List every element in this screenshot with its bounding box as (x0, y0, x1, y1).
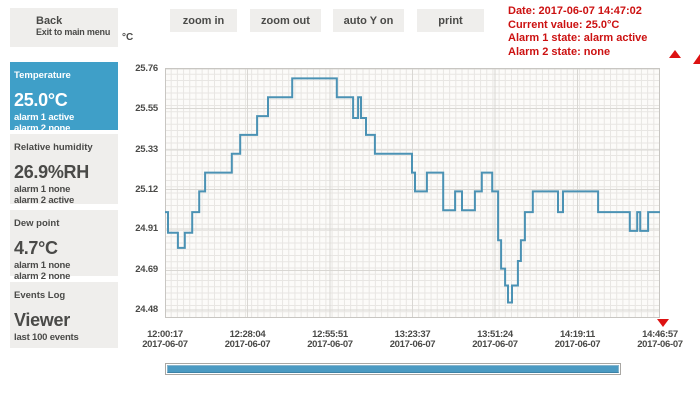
dewpoint-label: Dew point (14, 218, 60, 229)
x-tick-label: 13:51:24 2017-06-07 (455, 330, 535, 349)
x-tick-date: 2017-06-07 (637, 338, 683, 350)
x-tick-label: 12:28:04 2017-06-07 (208, 330, 288, 349)
x-tick-date: 2017-06-07 (224, 338, 271, 350)
events-log-label: Events Log (14, 290, 66, 301)
sidebar-panel-temperature[interactable]: Temperature 25.0°C alarm 1 active alarm … (10, 62, 118, 133)
back-label: Back (36, 15, 63, 27)
x-tick-date: 2017-06-07 (389, 338, 436, 350)
x-tick-label: 13:23:37 2017-06-07 (373, 330, 453, 349)
exit-to-main-menu-label: Exit to main menu (36, 27, 111, 37)
plot-border (165, 68, 660, 318)
temperature-alarm1-status: alarm 1 active (14, 112, 75, 123)
x-tick-label: 14:46:57 2017-06-07 (620, 330, 700, 349)
chart-plot[interactable] (165, 68, 660, 318)
status-block: Date: 2017-06-07 14:47:02 Current value:… (508, 5, 647, 59)
y-axis-unit-label: °C (122, 32, 134, 43)
x-tick-time: 14:19:11 (559, 329, 596, 340)
sidebar-panel-humidity[interactable]: Relative humidity 26.9%RH alarm 1 none a… (10, 134, 118, 206)
x-tick-time: 12:55:51 (312, 329, 348, 340)
screen-edge-marker-icon (693, 54, 700, 64)
status-alarm1-state: Alarm 1 state: alarm active (508, 32, 648, 44)
events-count-label: last 100 events (14, 332, 79, 343)
status-alarm2-state: Alarm 2 state: none (508, 45, 611, 58)
y-tick-label: 25.55 (135, 102, 158, 114)
humidity-value: 26.9%RH (14, 162, 89, 182)
x-tick-time: 13:23:37 (394, 329, 431, 340)
zoom-out-button[interactable]: zoom out (250, 9, 321, 32)
humidity-alarm1-status: alarm 1 none (14, 184, 71, 195)
zoom-in-button[interactable]: zoom in (170, 9, 237, 32)
back-button[interactable]: Back Exit to main menu (10, 8, 118, 47)
sidebar-panel-events-log[interactable]: Events Log Viewer last 100 events (10, 282, 118, 348)
x-tick-date: 2017-06-07 (472, 338, 518, 350)
x-tick-time: 14:46:57 (642, 329, 678, 340)
y-tick-label: 25.12 (135, 183, 158, 195)
auto-y-toggle-button[interactable]: auto Y on (333, 9, 404, 32)
dewpoint-value: 4.7°C (14, 238, 58, 258)
y-tick-label: 24.69 (135, 264, 158, 276)
temperature-alarm2-status: alarm 2 none (14, 122, 71, 134)
x-tick-time: 12:00:17 (147, 329, 183, 340)
chart-scrollbar-thumb[interactable] (167, 365, 619, 373)
x-tick-label: 12:00:17 2017-06-07 (125, 330, 205, 349)
dewpoint-alarm1-status: alarm 1 none (14, 260, 71, 271)
x-tick-time: 13:51:24 (477, 329, 513, 340)
humidity-alarm2-status: alarm 2 active (14, 194, 75, 206)
x-tick-date: 2017-06-07 (554, 338, 601, 350)
x-tick-time: 12:28:04 (229, 329, 266, 340)
status-date: Date: 2017-06-07 14:47:02 (508, 5, 642, 17)
chart-scrollbar[interactable] (165, 363, 621, 375)
y-tick-label: 25.76 (135, 63, 158, 74)
temperature-label: Temperature (14, 70, 71, 81)
temperature-series-line (165, 77, 660, 304)
humidity-label: Relative humidity (14, 142, 93, 153)
print-button[interactable]: print (417, 9, 484, 32)
y-tick-label: 24.48 (135, 304, 158, 315)
y-axis-labels: 25.76 25.55 25.33 25.12 24.91 24.69 24.48 (112, 0, 158, 360)
temperature-value: 25.0°C (14, 90, 68, 110)
y-tick-label: 25.33 (135, 143, 158, 155)
sidebar-panel-dewpoint[interactable]: Dew point 4.7°C alarm 1 none alarm 2 non… (10, 210, 118, 281)
x-tick-label: 12:55:51 2017-06-07 (290, 330, 370, 349)
alarm-upper-limit-icon[interactable] (669, 50, 681, 58)
x-tick-date: 2017-06-07 (307, 338, 353, 350)
y-tick-label: 24.91 (135, 223, 158, 235)
status-current-value: Current value: 25.0°C (508, 18, 620, 31)
dewpoint-alarm2-status: alarm 2 none (14, 270, 71, 282)
x-tick-label: 14:19:11 2017-06-07 (538, 330, 618, 349)
events-viewer-link[interactable]: Viewer (14, 310, 70, 330)
x-tick-date: 2017-06-07 (142, 338, 188, 350)
alarm-lower-limit-icon[interactable] (657, 319, 669, 327)
